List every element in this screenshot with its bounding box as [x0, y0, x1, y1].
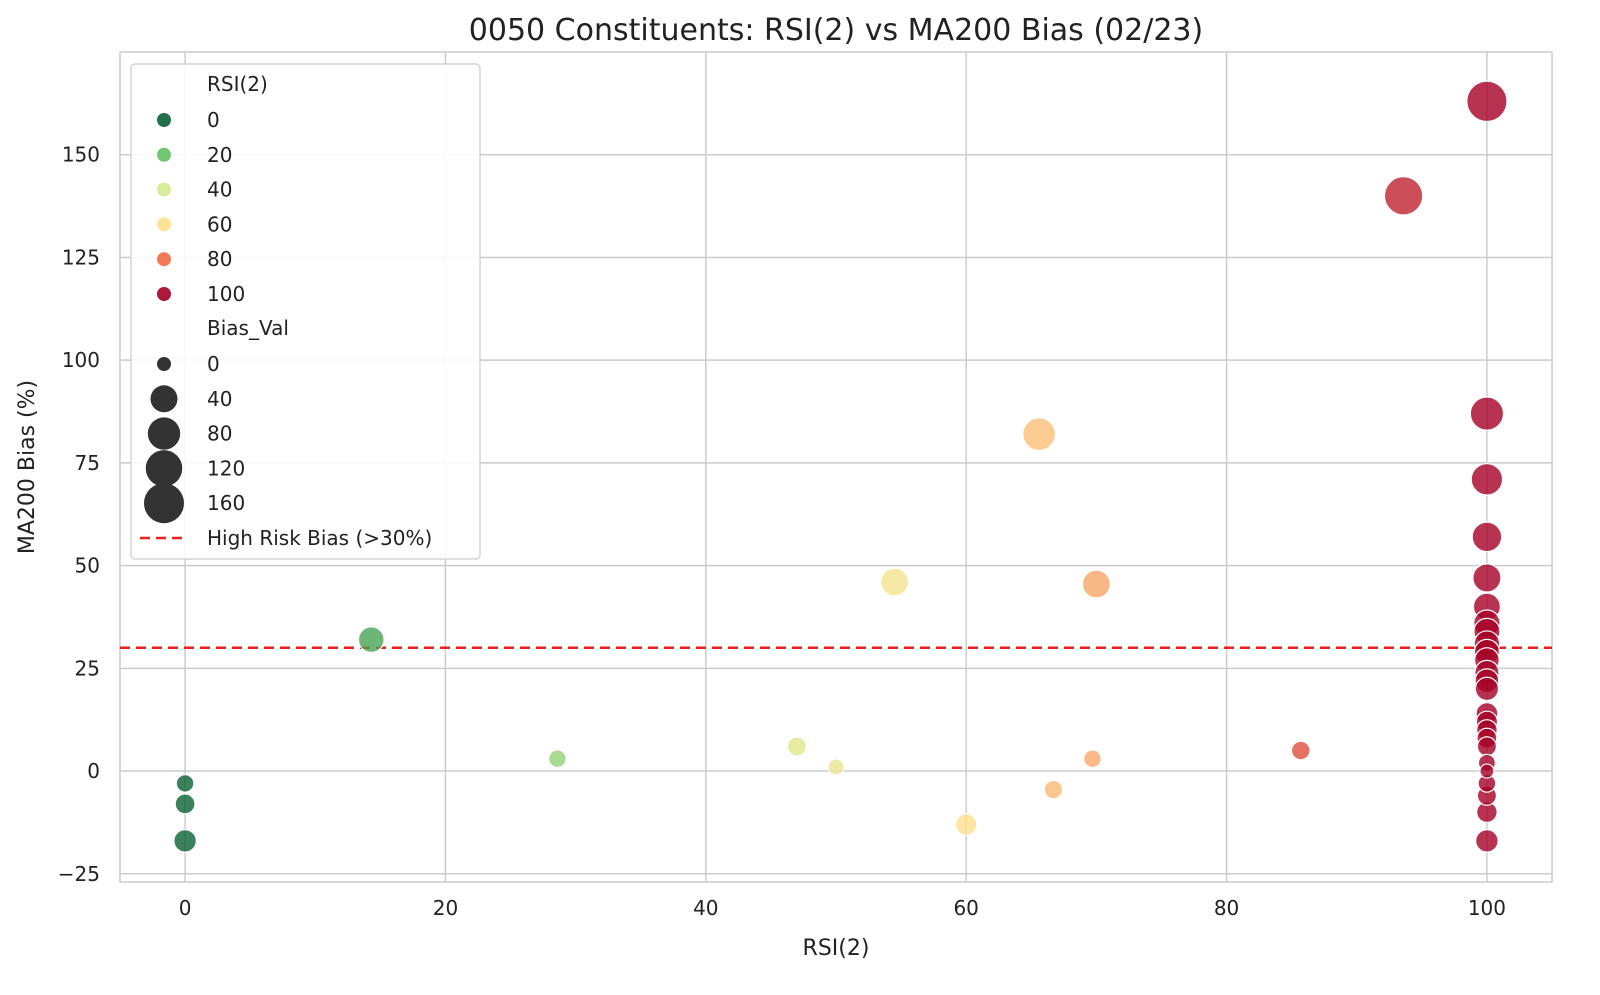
- data-point: [1479, 763, 1495, 779]
- legend-hue-label: 20: [207, 143, 232, 167]
- legend-hue-label: 80: [207, 247, 232, 271]
- legend-size-marker: [147, 417, 181, 450]
- y-tick-label: 150: [62, 143, 100, 167]
- data-point: [954, 813, 978, 836]
- data-point: [175, 774, 195, 793]
- legend-size-label: 0: [207, 352, 220, 376]
- data-point: [880, 567, 910, 597]
- data-point: [786, 736, 808, 757]
- legend-hue-title: RSI(2): [207, 72, 268, 96]
- data-point: [1469, 396, 1505, 431]
- data-point: [1474, 676, 1500, 702]
- legend-hue-label: 100: [207, 282, 245, 306]
- data-point: [1471, 521, 1503, 553]
- data-point: [1022, 417, 1056, 452]
- data-point: [1466, 80, 1508, 123]
- legend-size-marker: [150, 385, 178, 413]
- y-tick-label: 25: [75, 656, 100, 680]
- legend-line-label: High Risk Bias (>30%): [207, 526, 432, 550]
- data-point: [173, 829, 197, 853]
- data-point: [1043, 779, 1064, 800]
- legend-hue-label: 0: [207, 108, 220, 132]
- legend-size-title: Bias_Val: [207, 316, 289, 340]
- data-point: [1475, 829, 1499, 853]
- data-point: [1083, 749, 1102, 769]
- data-point: [1470, 463, 1504, 496]
- y-tick-label: 75: [75, 451, 100, 475]
- data-point: [1081, 569, 1111, 599]
- legend-hue-marker: [157, 113, 171, 127]
- y-tick-label: 125: [62, 245, 100, 269]
- y-tick-label: 0: [87, 759, 100, 783]
- legend-size-label: 160: [207, 491, 245, 515]
- legend-hue-label: 60: [207, 212, 232, 236]
- data-points: [173, 80, 1508, 853]
- x-tick-label: 0: [179, 896, 192, 920]
- legend-hue-marker: [157, 217, 171, 232]
- data-point: [1476, 736, 1498, 757]
- legend-hue-marker: [157, 252, 171, 267]
- x-tick-label: 20: [433, 896, 458, 920]
- y-tick-label: −25: [58, 862, 100, 886]
- y-tick-label: 100: [62, 348, 100, 372]
- legend-size-label: 80: [207, 422, 232, 446]
- data-point: [548, 749, 567, 769]
- legend-size-marker: [157, 357, 171, 371]
- data-point: [827, 758, 845, 776]
- y-tick-label: 50: [75, 554, 100, 578]
- legend-size-label: 120: [207, 456, 245, 480]
- x-tick-label: 80: [1214, 896, 1239, 920]
- legend-size-marker: [144, 483, 184, 524]
- x-tick-label: 40: [693, 896, 718, 920]
- data-point: [1472, 563, 1502, 593]
- legend-hue-marker: [157, 147, 171, 162]
- data-point: [1290, 740, 1311, 761]
- x-tick-label: 100: [1468, 896, 1506, 920]
- legend-size-label: 40: [207, 387, 232, 411]
- y-tick-labels: −25 0 25 50 75 100 125 150: [58, 143, 100, 886]
- legend-size-marker: [145, 450, 183, 487]
- legend: RSI(2) 0 20 40 60 80 100 Bias_Val 0 40 80 120 160 Hig…: [130, 63, 481, 560]
- x-axis-label: RSI(2): [803, 936, 870, 961]
- legend-hue-marker: [157, 182, 171, 197]
- x-tick-labels: 0 20 40 60 80 100: [179, 896, 1506, 920]
- legend-hue-label: 40: [207, 178, 232, 202]
- chart-title: 0050 Constituents: RSI(2) vs MA200 Bias …: [469, 13, 1203, 48]
- data-point: [174, 793, 196, 815]
- y-axis-label: MA200 Bias (%): [15, 380, 40, 554]
- data-point: [357, 626, 385, 653]
- legend-box: [130, 63, 481, 560]
- data-point: [1383, 176, 1424, 216]
- legend-hue-marker: [157, 287, 171, 301]
- x-tick-label: 60: [953, 896, 978, 920]
